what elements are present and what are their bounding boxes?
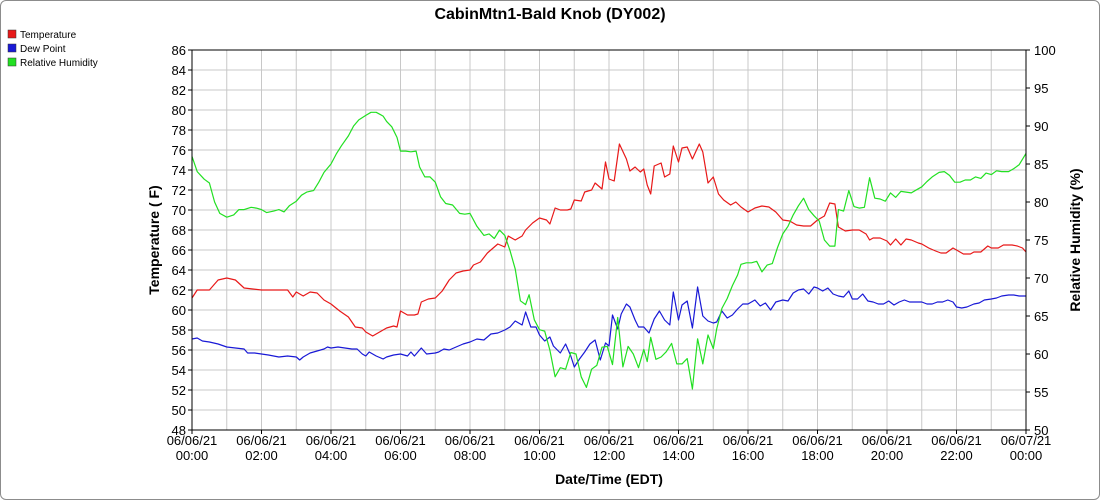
chart-title: CabinMtn1-Bald Knob (DY002) bbox=[434, 6, 665, 23]
x-axis-label: Date/Time (EDT) bbox=[555, 471, 663, 487]
x-tick-label-time: 22:00 bbox=[940, 448, 973, 463]
left-tick-label: 52 bbox=[172, 383, 186, 398]
x-tick-label-date: 06/06/21 bbox=[792, 433, 843, 448]
left-tick-label: 84 bbox=[172, 63, 186, 78]
left-tick-label: 78 bbox=[172, 123, 186, 138]
left-tick-label: 68 bbox=[172, 223, 186, 238]
left-tick-label: 72 bbox=[172, 183, 186, 198]
legend-label: Dew Point bbox=[20, 44, 66, 55]
x-tick-label-time: 10:00 bbox=[523, 448, 556, 463]
series-group bbox=[191, 111, 1027, 390]
x-tick-label-date: 06/06/21 bbox=[584, 433, 635, 448]
x-tick-label-time: 18:00 bbox=[801, 448, 834, 463]
x-tick-label-date: 06/06/21 bbox=[445, 433, 496, 448]
left-tick-label: 82 bbox=[172, 83, 186, 98]
x-tick-label-date: 06/06/21 bbox=[375, 433, 426, 448]
x-tick-label-time: 16:00 bbox=[732, 448, 765, 463]
x-tick-label-date: 06/06/21 bbox=[514, 433, 565, 448]
legend-label: Relative Humidity bbox=[20, 58, 98, 69]
legend: Temperature Dew Point Relative Humidity bbox=[7, 29, 98, 69]
legend-swatch bbox=[7, 29, 17, 39]
right-tick-label: 85 bbox=[1034, 157, 1048, 172]
right-tick-label: 65 bbox=[1034, 309, 1048, 324]
left-tick-label: 60 bbox=[172, 303, 186, 318]
left-tick-label: 48 bbox=[172, 423, 186, 438]
x-tick-label-date: 06/06/21 bbox=[862, 433, 913, 448]
grid bbox=[191, 49, 1027, 431]
x-tick-label-date: 06/06/21 bbox=[236, 433, 287, 448]
right-tick-label: 70 bbox=[1034, 271, 1048, 286]
left-tick-label: 76 bbox=[172, 143, 186, 158]
left-tick-label: 56 bbox=[172, 343, 186, 358]
right-axis-ticks: 50 55 60 65 70 75 80 85 90 95 100 bbox=[1026, 43, 1056, 438]
right-tick-label: 80 bbox=[1034, 195, 1048, 210]
left-tick-label: 70 bbox=[172, 203, 186, 218]
y-axis-label: Temperature ( F) bbox=[146, 185, 162, 294]
left-tick-label: 50 bbox=[172, 403, 186, 418]
x-tick-label-time: 12:00 bbox=[593, 448, 626, 463]
x-tick-label-time: 00:00 bbox=[1010, 448, 1043, 463]
right-tick-label: 95 bbox=[1034, 81, 1048, 96]
x-tick-label-time: 02:00 bbox=[245, 448, 278, 463]
left-tick-label: 54 bbox=[172, 363, 186, 378]
x-tick-label-time: 06:00 bbox=[384, 448, 417, 463]
x-axis-ticks: 06/06/2100:0006/06/2102:0006/06/2104:000… bbox=[167, 430, 1052, 463]
left-tick-label: 86 bbox=[172, 43, 186, 58]
left-tick-label: 64 bbox=[172, 263, 186, 278]
left-axis-ticks: 48 50 52 54 56 58 60 62 64 66 68 70 72 74 76 78 80 82 84 86 bbox=[172, 43, 192, 438]
left-tick-label: 66 bbox=[172, 243, 186, 258]
x-tick-label-date: 06/06/21 bbox=[723, 433, 774, 448]
series-line-temperature bbox=[191, 143, 1027, 337]
x-tick-label-time: 00:00 bbox=[176, 448, 209, 463]
x-tick-label-time: 04:00 bbox=[315, 448, 348, 463]
right-tick-label: 100 bbox=[1034, 43, 1056, 58]
x-tick-label-date: 06/06/21 bbox=[306, 433, 357, 448]
y2-axis-label: Relative Humidity (%) bbox=[1067, 168, 1083, 311]
x-tick-label-date: 06/06/21 bbox=[653, 433, 704, 448]
left-tick-label: 62 bbox=[172, 283, 186, 298]
right-tick-label: 60 bbox=[1034, 347, 1048, 362]
left-tick-label: 80 bbox=[172, 103, 186, 118]
x-tick-label-time: 14:00 bbox=[662, 448, 695, 463]
left-tick-label: 58 bbox=[172, 323, 186, 338]
x-tick-label-time: 08:00 bbox=[454, 448, 487, 463]
right-tick-label: 55 bbox=[1034, 385, 1048, 400]
x-tick-label-date: 06/07/21 bbox=[1001, 433, 1052, 448]
legend-swatch bbox=[7, 57, 17, 67]
x-tick-label-date: 06/06/21 bbox=[931, 433, 982, 448]
series-line-dew-point bbox=[191, 286, 1026, 368]
x-tick-label-time: 20:00 bbox=[871, 448, 904, 463]
right-tick-label: 50 bbox=[1034, 423, 1048, 438]
x-tick-label-date: 06/06/21 bbox=[167, 433, 218, 448]
right-tick-label: 75 bbox=[1034, 233, 1048, 248]
left-tick-label: 74 bbox=[172, 163, 186, 178]
right-tick-label: 90 bbox=[1034, 119, 1048, 134]
legend-swatch bbox=[7, 43, 17, 53]
legend-label: Temperature bbox=[20, 30, 77, 41]
series-line-relative-humidity bbox=[191, 111, 1027, 390]
